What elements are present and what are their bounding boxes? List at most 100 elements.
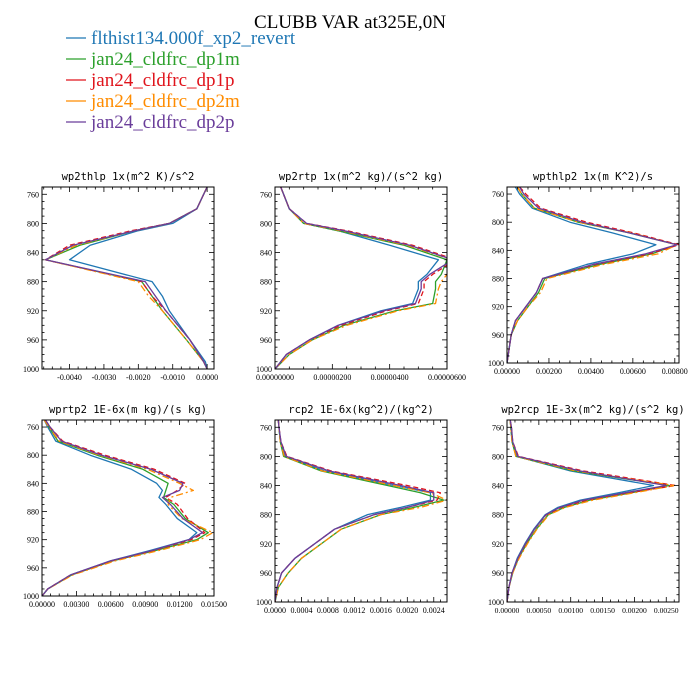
legend-label: jan24_cldfrc_dp2p (90, 112, 235, 133)
x-tick-label: -0.0040 (57, 373, 82, 382)
x-tick-label: 0.0004 (290, 606, 312, 615)
legend-label: jan24_cldfrc_dp1m (90, 49, 240, 70)
series-line (44, 187, 208, 369)
x-tick-label: 0.0000 (196, 373, 218, 382)
series-line (507, 187, 657, 363)
series-group (507, 420, 677, 602)
y-tick-label: 880 (260, 278, 272, 287)
series-line (507, 187, 678, 363)
y-tick-label: 1000 (23, 365, 39, 374)
x-tick-label: 0.0024 (423, 606, 445, 615)
x-tick-label: -0.0030 (92, 373, 117, 382)
series-group (42, 420, 214, 596)
series-line (275, 420, 445, 602)
y-tick-label: 920 (492, 540, 504, 549)
x-tick-label: 0.00300 (63, 600, 89, 609)
chart-panel: wpthlp2 1x(m K^2)/s 760 800 840 880 920 960 100… (488, 171, 688, 376)
x-tick-label: 0.00600 (98, 600, 124, 609)
series-line (42, 420, 204, 596)
series-line (275, 187, 447, 369)
x-tick-label: 0.00200 (622, 606, 647, 615)
y-tick-label: 920 (27, 307, 39, 316)
series-line (42, 420, 206, 596)
series-line (507, 420, 671, 602)
series-line (275, 420, 432, 602)
x-tick-label: 0.00100 (558, 606, 583, 615)
plot-frame (506, 186, 680, 364)
x-tick-label: 0.0016 (370, 606, 392, 615)
series-line (507, 187, 678, 363)
y-tick-label: 920 (27, 536, 39, 545)
y-tick-label: 800 (492, 218, 504, 227)
y-tick-label: 960 (492, 331, 504, 340)
y-tick-label: 800 (27, 451, 39, 460)
legend-label: jan24_cldfrc_dp1p (90, 70, 235, 91)
series-group (275, 187, 447, 369)
y-tick-label: 1000 (488, 598, 504, 607)
y-tick-label: 800 (260, 452, 272, 461)
series-line (275, 420, 447, 602)
x-tick-label: -0.0010 (160, 373, 185, 382)
y-tick-label: 880 (260, 511, 272, 520)
series-line (507, 420, 675, 602)
panel-title: wp2thlp 1x(m^2 K)/s^2 (62, 171, 195, 183)
x-tick-label: 0.0020 (396, 606, 418, 615)
x-tick-label: -0.0020 (126, 373, 151, 382)
x-tick-label: 0.00000400 (371, 373, 409, 382)
legend-label: jan24_cldfrc_dp2m (90, 91, 240, 112)
series-line (507, 420, 677, 602)
panel-title: rcp2 1E-6x(kg^2)/(kg^2) (288, 404, 433, 416)
y-tick-label: 840 (260, 482, 272, 491)
x-tick-label: 0.0000 (264, 606, 286, 615)
x-tick-label: 0.00000600 (428, 373, 466, 382)
y-tick-label: 1000 (256, 598, 272, 607)
x-tick-label: 0.00800 (662, 367, 688, 376)
y-tick-label: 920 (260, 307, 272, 316)
y-tick-label: 760 (492, 423, 504, 432)
series-line (507, 420, 667, 602)
y-tick-label: 800 (260, 219, 272, 228)
chart-panel: wprtp2 1E-6x(m kg)/(s kg) 760 800 840 880 920… (23, 404, 227, 609)
y-tick-label: 760 (260, 423, 272, 432)
x-tick-label: 0.00000 (494, 367, 520, 376)
y-tick-label: 760 (260, 190, 272, 199)
chart-panel: wp2thlp 1x(m^2 K)/s^2 760 800 840 880 920 960 1… (23, 171, 218, 382)
chart-panels: wp2thlp 1x(m^2 K)/s^2 760 800 840 880 920 960 1… (23, 171, 688, 615)
x-tick-label: 0.01200 (167, 600, 193, 609)
series-line (507, 420, 655, 602)
plot-frame (274, 186, 448, 370)
series-line (507, 187, 678, 363)
y-tick-label: 960 (27, 564, 39, 573)
series-group (44, 187, 208, 369)
y-tick-label: 960 (260, 569, 272, 578)
y-tick-label: 840 (492, 246, 504, 255)
x-tick-label: 0.00000000 (256, 373, 294, 382)
x-tick-label: 0.00900 (132, 600, 158, 609)
y-tick-label: 760 (492, 190, 504, 199)
series-line (275, 187, 447, 369)
legend-label: flthist134.000f_xp2_revert (91, 28, 296, 49)
series-line (275, 187, 440, 369)
y-tick-label: 760 (27, 423, 39, 432)
panel-title: wprtp2 1E-6x(m kg)/(s kg) (49, 404, 207, 416)
y-tick-label: 840 (260, 249, 272, 258)
series-group (275, 420, 447, 602)
chart-panel: rcp2 1E-6x(kg^2)/(kg^2) 760 800 840 880 920 96… (256, 404, 448, 615)
y-tick-label: 960 (27, 336, 39, 345)
figure-title: CLUBB VAR at325E,0N (254, 12, 446, 33)
y-tick-label: 960 (492, 569, 504, 578)
x-tick-label: 0.00250 (654, 606, 679, 615)
chart-panel: wp2rtp 1x(m^2 kg)/(s^2 kg) 760 800 840 880 92… (256, 171, 466, 382)
x-tick-label: 0.0012 (343, 606, 365, 615)
plot-frame (506, 419, 680, 603)
y-tick-label: 760 (27, 190, 39, 199)
x-tick-label: 0.00000 (29, 600, 55, 609)
series-line (275, 420, 435, 602)
x-tick-label: 0.00600 (620, 367, 646, 376)
x-tick-label: 0.00050 (527, 606, 552, 615)
x-tick-label: 0.00400 (578, 367, 604, 376)
x-tick-label: 0.01500 (201, 600, 227, 609)
y-tick-label: 840 (27, 479, 39, 488)
y-tick-label: 800 (492, 452, 504, 461)
